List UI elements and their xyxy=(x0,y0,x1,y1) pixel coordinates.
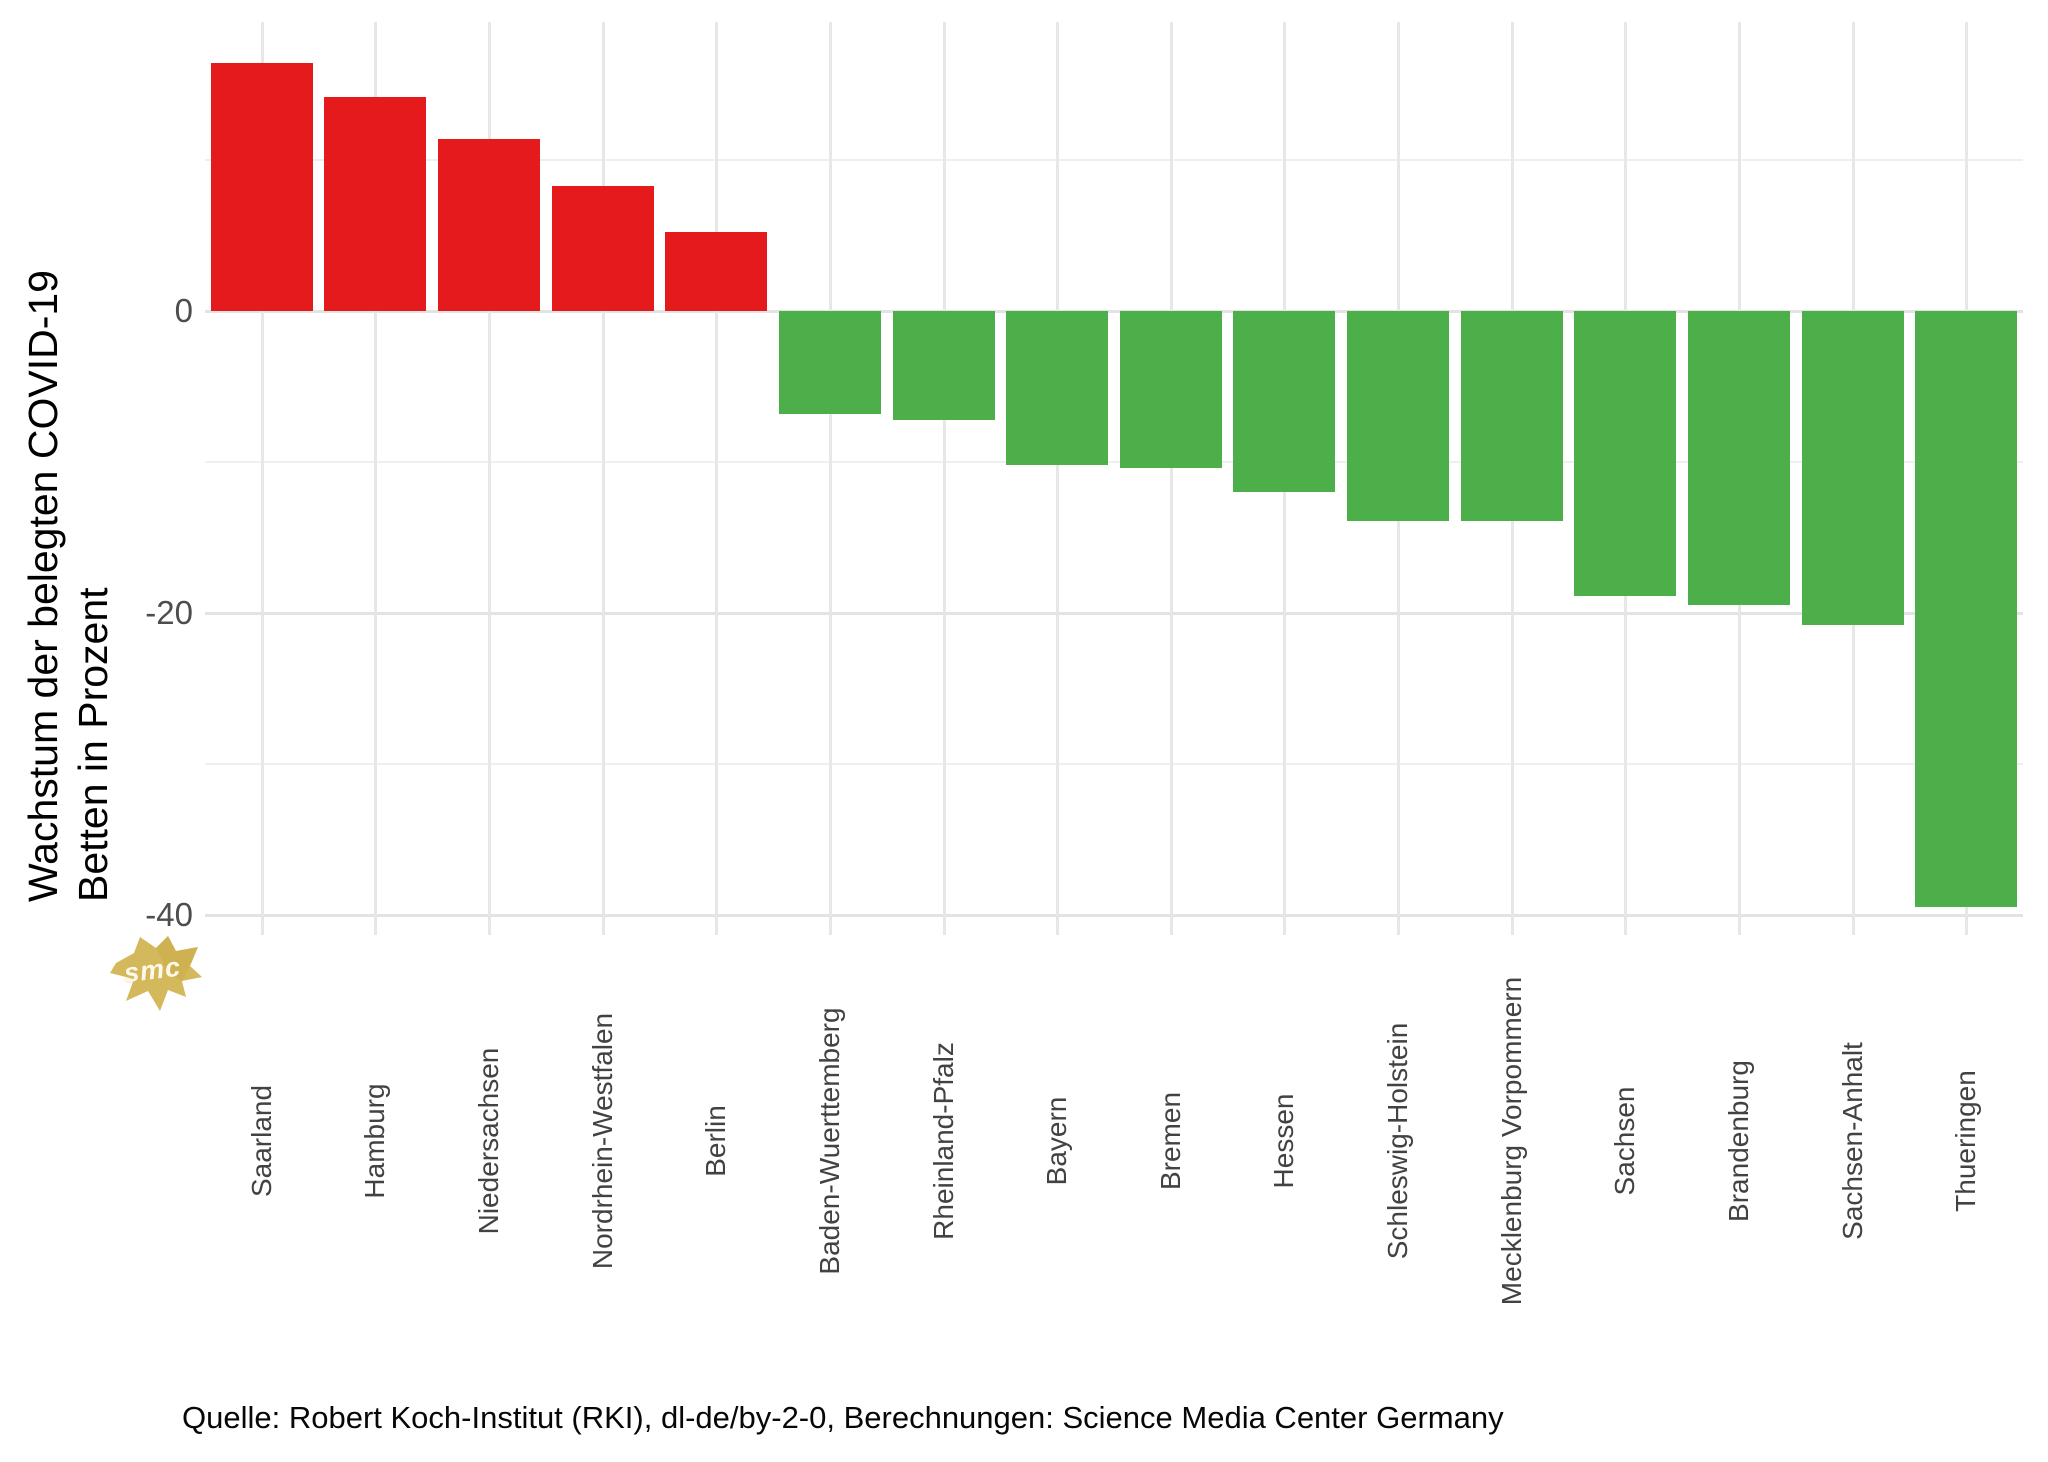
x-category-label: Baden-Wuerttemberg xyxy=(813,1007,845,1275)
bar-bremen xyxy=(1119,311,1222,469)
x-major-gridline xyxy=(488,22,492,935)
x-category-label: Saarland xyxy=(245,1084,277,1198)
x-category-label: Sachsen xyxy=(1609,1086,1641,1196)
smc-star-icon xyxy=(110,936,202,1011)
x-category-label: Berlin xyxy=(700,1105,732,1177)
x-category-label: Sachsen-Anhalt xyxy=(1836,1042,1868,1240)
y-axis-title-line2: Betten in Prozent xyxy=(70,587,116,902)
x-category-label: Brandenburg xyxy=(1722,1060,1754,1222)
x-category-label: Nordrhein-Westfalen xyxy=(586,1012,618,1270)
x-category-label: Schleswig-Holstein xyxy=(1382,1022,1414,1260)
bar-baden-wuerttemberg xyxy=(778,311,881,414)
y-axis-title-line1: Wachstum der belegten COVID-19 xyxy=(20,270,66,902)
bar-sachsen-anhalt xyxy=(1801,311,1904,626)
x-major-gridline xyxy=(828,22,832,935)
x-major-gridline xyxy=(374,22,378,935)
y-minor-gridline xyxy=(205,461,2023,463)
bar-hessen xyxy=(1233,311,1336,493)
bar-berlin xyxy=(665,232,768,311)
x-major-gridline xyxy=(942,22,946,935)
bar-rheinland-pfalz xyxy=(892,311,995,420)
bar-hamburg xyxy=(324,96,427,311)
x-major-gridline xyxy=(715,22,719,935)
bar-schleswig-holstein xyxy=(1347,311,1450,521)
x-major-gridline xyxy=(1056,22,1060,935)
source-attribution: Quelle: Robert Koch-Institut (RKI), dl-d… xyxy=(182,1400,1504,1435)
x-category-label: Mecklenburg Vorpommern xyxy=(1495,976,1527,1306)
x-category-label: Hessen xyxy=(1268,1093,1300,1189)
y-axis-title: Wachstum der belegten COVID-19 Betten in… xyxy=(18,270,118,902)
bar-sachsen xyxy=(1574,311,1677,597)
bar-niedersachsen xyxy=(438,138,541,311)
bar-nordrhein-westfalen xyxy=(551,185,654,311)
y-minor-gridline xyxy=(205,159,2023,161)
y-major-gridline xyxy=(205,612,2023,615)
smc-watermark-logo: smc xyxy=(110,933,202,1013)
x-category-label: Rheinland-Pfalz xyxy=(927,1042,959,1240)
x-category-label: Niedersachsen xyxy=(473,1047,505,1235)
y-tick-label: 0 xyxy=(174,292,193,329)
y-tick-label: -40 xyxy=(145,896,193,933)
bar-brandenburg xyxy=(1687,311,1790,606)
bar-mecklenburg-vorpommern xyxy=(1460,311,1563,521)
y-major-gridline xyxy=(205,914,2023,917)
x-major-gridline xyxy=(601,22,605,935)
bar-thueringen xyxy=(1915,311,2018,908)
bar-saarland xyxy=(210,63,313,311)
x-category-label: Bayern xyxy=(1041,1096,1073,1186)
x-category-label: Hamburg xyxy=(359,1083,391,1199)
x-major-gridline xyxy=(1169,22,1173,935)
y-minor-gridline xyxy=(205,763,2023,765)
y-tick-label: -20 xyxy=(145,594,193,631)
x-category-label: Thueringen xyxy=(1950,1070,1982,1212)
bar-bayern xyxy=(1006,311,1109,466)
x-category-label: Bremen xyxy=(1154,1091,1186,1191)
x-major-gridline xyxy=(260,22,264,935)
y-major-gridline xyxy=(205,310,2023,313)
